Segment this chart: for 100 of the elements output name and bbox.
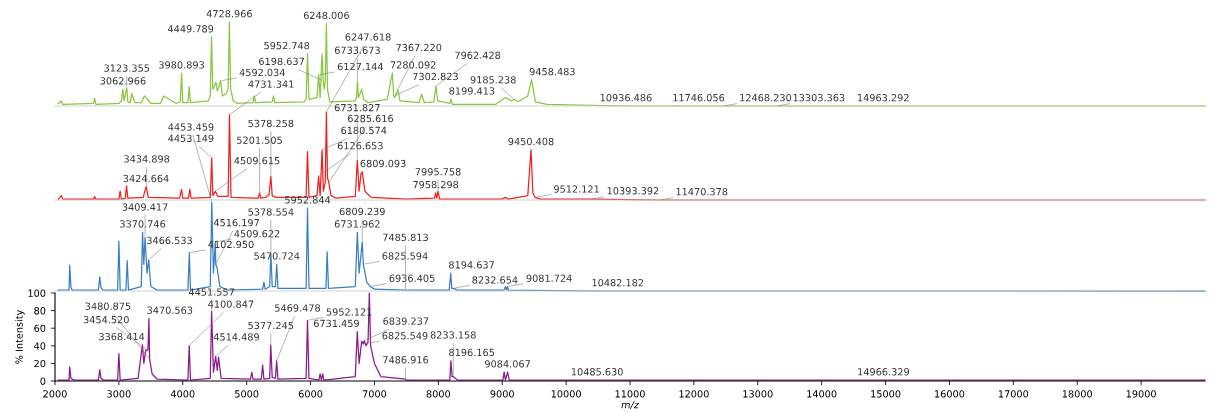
annotation: 6825.549 (382, 332, 428, 340)
annotation: 10482.182 (592, 278, 644, 287)
y-tick-label: 40 (34, 342, 46, 350)
annotation: 3062.966 (100, 77, 146, 85)
annotation: 6809.093 (360, 159, 406, 168)
annotation: 10936.486 (600, 93, 652, 102)
annotation: 7958.298 (413, 180, 459, 189)
annotation: 14963.292 (857, 93, 909, 102)
annotation: 7995.758 (415, 168, 461, 176)
annotation: 6936.405 (389, 274, 435, 282)
y-tick-label: 0 (40, 377, 46, 385)
x-tick-label: 10000 (551, 390, 581, 398)
annotation: 4453.149 (168, 134, 214, 142)
x-tick-label: 2000 (43, 390, 67, 398)
x-tick-label: 9000 (490, 390, 514, 398)
annotation: 4514.489 (213, 333, 259, 341)
annotation: 10485.630 (571, 368, 623, 376)
x-tick-label: 15000 (871, 390, 901, 398)
x-tick-label: 6000 (298, 390, 323, 398)
annotation: 11470.378 (676, 187, 728, 196)
annotation: 5201.505 (237, 136, 282, 144)
annotation: 4453.459 (168, 123, 214, 131)
y-tick-label: 100 (28, 289, 46, 297)
x-tick-label: 3000 (107, 390, 131, 398)
x-tick-label: 12000 (679, 390, 709, 398)
annotation: 4731.341 (248, 80, 294, 88)
annotation: 5378.554 (248, 208, 294, 216)
annotation: 5378.258 (248, 119, 294, 128)
annotation: 3368.414 (99, 332, 145, 341)
annotation: 4509.622 (234, 230, 280, 238)
x-tick-label: 13000 (743, 390, 773, 398)
annotation: 7486.916 (383, 356, 429, 364)
annotation: 5952.844 (285, 196, 331, 204)
annotation: 4516.197 (213, 218, 259, 227)
annotation: 3434.898 (124, 155, 170, 163)
annotation: 6731.962 (334, 220, 380, 228)
annotation: 6809.239 (339, 207, 385, 216)
annotation: 9512.121 (554, 185, 599, 193)
annotation: 6285.616 (347, 114, 394, 123)
annotation: 4592.034 (239, 68, 285, 77)
x-tick-label: 17000 (998, 390, 1029, 398)
annotation: 7962.428 (455, 51, 501, 59)
annotation: 3470.563 (147, 306, 193, 314)
annotation: 6733.673 (334, 46, 380, 54)
annotation: 8233.158 (430, 331, 476, 339)
y-tick-label: 60 (34, 324, 46, 333)
annotation: 4100.847 (208, 300, 254, 308)
x-tick-label: 18000 (1062, 390, 1093, 398)
annotation: 6248.006 (303, 11, 349, 20)
annotation: 9081.724 (526, 274, 572, 282)
y-tick-label: 20 (34, 359, 46, 368)
y-tick-label: 80 (34, 307, 46, 315)
annotation: 3980.893 (159, 61, 204, 69)
annotation: 3409.417 (122, 203, 168, 211)
annotation: 9458.483 (529, 67, 575, 76)
annotation: 4509.615 (234, 156, 280, 165)
annotation: 8232.654 (472, 276, 518, 284)
annotation: 4449.789 (167, 25, 214, 33)
annotation: 3454.520 (83, 315, 129, 324)
annotation: 8199.413 (449, 87, 495, 95)
x-axis-title: m/z (621, 401, 640, 410)
x-tick-label: 5000 (235, 390, 259, 398)
annotation: 3123.355 (104, 64, 150, 72)
annotation: 14966.329 (858, 368, 910, 376)
annotation: 12468.230 (740, 93, 792, 102)
annotation: 9450.408 (508, 137, 554, 146)
annotation: 6247.618 (345, 33, 391, 41)
annotation: 4728.966 (206, 9, 252, 18)
x-tick-label: 16000 (935, 390, 965, 398)
x-tick-label: 19000 (1126, 390, 1156, 398)
annotation: 5469.478 (275, 304, 321, 312)
annotation: 5377.245 (248, 321, 294, 330)
annotation: 10393.392 (607, 187, 659, 195)
x-tick-label: 8000 (426, 390, 451, 398)
annotation: 9185.238 (470, 76, 516, 84)
annotation: 6127.144 (337, 62, 383, 71)
annotation: 3466.533 (147, 236, 192, 245)
annotation: 6731.459 (313, 319, 359, 328)
annotation: 6180.574 (341, 126, 387, 135)
annotation: 4451.557 (188, 288, 234, 296)
annotation: 6198.637 (259, 57, 304, 66)
annotation: 3370.746 (120, 220, 166, 228)
annotation: 7485.813 (383, 233, 428, 241)
annotation: 7280.092 (390, 61, 436, 69)
annotation: 11746.056 (673, 93, 725, 102)
x-tick-label: 14000 (807, 390, 837, 398)
annotation: 8196.165 (449, 348, 495, 357)
x-tick-label: 7000 (362, 390, 387, 398)
annotation: 5952.748 (264, 41, 310, 50)
x-tick-label: 11000 (615, 390, 645, 398)
annotation: 7367.220 (396, 43, 442, 52)
annotation: 6126.653 (337, 142, 383, 150)
annotation: 3424.664 (123, 174, 169, 183)
annotation: 6731.827 (334, 103, 380, 112)
y-axis-title: % Intensity (15, 309, 25, 364)
annotation: 8194.637 (449, 261, 494, 269)
annotation: 9084.067 (485, 360, 530, 368)
annotation: 3480.875 (85, 302, 131, 310)
annotation: 6839.237 (383, 317, 429, 325)
annotation: 7302.823 (413, 72, 458, 81)
